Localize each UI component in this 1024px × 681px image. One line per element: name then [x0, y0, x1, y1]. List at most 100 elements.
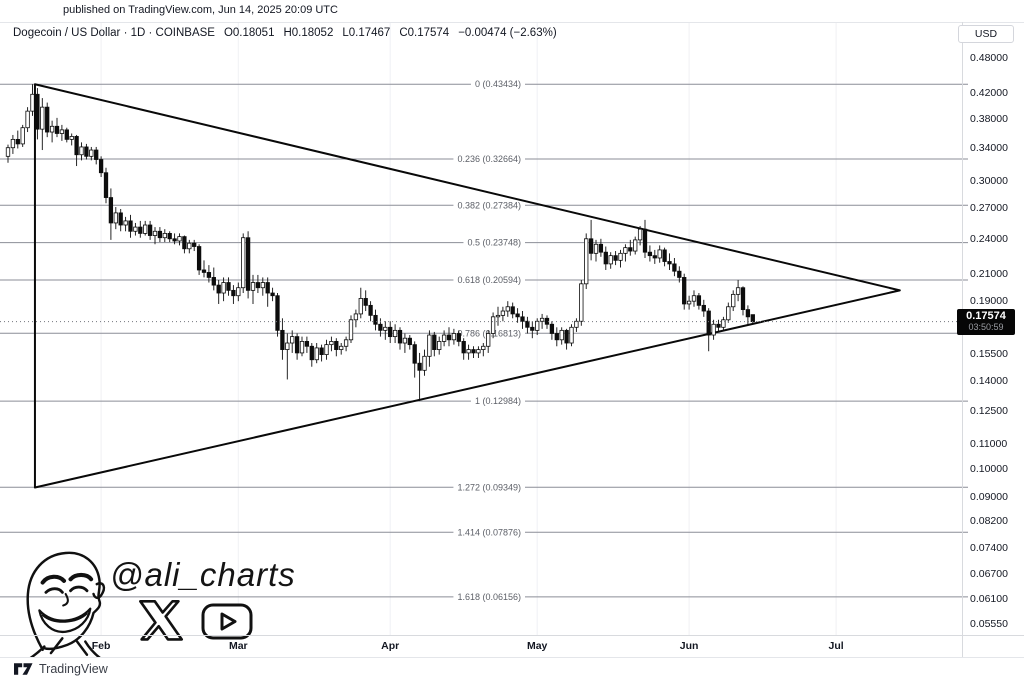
candle-down [280, 329, 285, 350]
ohlc-close: C0.17574 [399, 27, 450, 39]
candle-down [309, 345, 314, 361]
candle-down [201, 269, 207, 273]
time-axis[interactable]: Feb Mar Apr May Jun Jul [0, 636, 962, 657]
candle-up [314, 347, 319, 361]
candle-down [319, 347, 324, 356]
price-tick-label: 0.06700 [970, 568, 1008, 581]
candle-down [211, 277, 216, 286]
fib-level-label: 0.382 (0.27384) [457, 200, 521, 210]
triangle-pattern-drawing[interactable] [33, 83, 901, 489]
fib-label-backing [453, 481, 525, 494]
footer-brand: TradingView [14, 661, 108, 677]
candle-up [726, 306, 731, 321]
candle-down [662, 249, 667, 262]
chart-legend[interactable]: Dogecoin / US Dollar · 1D · COINBASE O0.… [13, 27, 557, 39]
price-scale-divider [962, 22, 963, 657]
month-tick-label[interactable]: Jun [679, 640, 699, 652]
candle-up [143, 224, 148, 234]
candle-down [588, 238, 594, 254]
ohlc-high: H0.18052 [283, 27, 334, 39]
candle-up [505, 306, 510, 312]
candle-down [64, 129, 69, 140]
candle-up [486, 333, 491, 347]
candle-up [500, 310, 506, 316]
candle-down [696, 295, 702, 306]
price-tick-label: 0.14000 [970, 374, 1008, 387]
price-tick-label: 0.27000 [970, 202, 1008, 215]
fib-label-backing [453, 199, 525, 212]
fib-label-backing [463, 236, 525, 249]
candle-up [481, 345, 486, 350]
candle-down [520, 316, 525, 322]
price-axis[interactable]: 0.48000 0.42000 0.38000 0.34000 0.30000 0.270… [962, 22, 1024, 635]
candle-up [711, 323, 716, 336]
footer-divider [0, 657, 1024, 681]
candle-down [667, 261, 672, 265]
candle-down [265, 282, 270, 294]
price-tick-label: 0.06100 [970, 592, 1008, 605]
candle-down [74, 136, 79, 156]
candle-down [510, 306, 515, 315]
candle-up [593, 243, 599, 254]
candle-up [236, 287, 241, 297]
candle-up [579, 283, 584, 322]
candle-up [177, 236, 182, 242]
candle-up [25, 110, 30, 129]
candle-up [535, 320, 540, 331]
month-tick-label[interactable]: May [526, 640, 548, 652]
candle-down [554, 333, 559, 341]
candle-down [334, 341, 339, 350]
month-tick-label[interactable]: Apr [381, 640, 400, 652]
fib-label-backing [453, 153, 525, 166]
fib-label-backing [453, 590, 525, 603]
candle-up [260, 282, 265, 289]
candle-down [397, 329, 403, 344]
candle-down [740, 287, 746, 311]
candle-up [241, 237, 246, 289]
candle-down [750, 314, 755, 323]
candle-up [353, 313, 359, 321]
price-tick-label: 0.38000 [970, 112, 1008, 125]
candle-up [637, 228, 643, 241]
month-tick-label[interactable]: Mar [228, 640, 248, 652]
symbol-title: Dogecoin / US Dollar · 1D · COINBASE [13, 27, 215, 39]
month-tick-label[interactable]: Feb [91, 640, 111, 652]
candle-down [564, 329, 569, 344]
candle-up [392, 329, 398, 338]
candle-up [618, 252, 623, 261]
candle-down [157, 230, 163, 239]
candle-up [343, 339, 349, 347]
candle-down [270, 292, 275, 297]
candle-up [89, 149, 94, 157]
candle-up [574, 320, 579, 328]
candle-down [35, 93, 40, 130]
fib-level-label: 0.5 (0.23748) [467, 238, 521, 248]
time-axis-divider [0, 635, 1024, 636]
candle-down [226, 282, 231, 291]
candle-up [221, 282, 226, 294]
candle-down [147, 224, 153, 236]
candle-up [250, 282, 256, 291]
candle-down [182, 236, 187, 250]
candle-up [466, 349, 471, 354]
fib-label-backing [453, 526, 525, 539]
candle-up [402, 337, 408, 344]
candle-down [628, 247, 633, 252]
candle-up [608, 255, 613, 265]
author-watermark: @ali_charts [0, 528, 330, 658]
candle-down [45, 106, 50, 133]
currency-toggle-button[interactable]: USD [958, 25, 1014, 43]
month-tick-label[interactable]: Jul [828, 640, 844, 652]
candle-down [745, 309, 751, 318]
candle-up [339, 345, 344, 350]
price-tick-label: 0.09000 [970, 490, 1008, 503]
candle-up [133, 226, 138, 232]
candle-up [735, 287, 741, 295]
candle-down [294, 336, 300, 354]
candle-up [329, 341, 334, 346]
tradingview-brand-text: TradingView [39, 662, 108, 676]
fib-level-label: 1 (0.12984) [475, 396, 521, 406]
candle-down [613, 255, 618, 261]
fib-label-backing [470, 395, 525, 408]
